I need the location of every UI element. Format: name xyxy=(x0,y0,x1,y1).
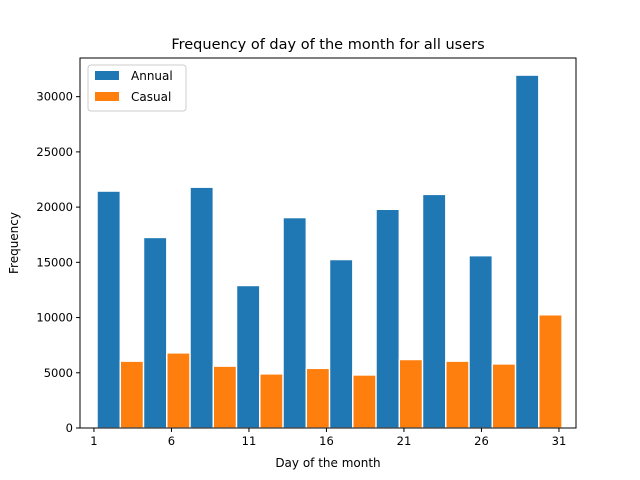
y-tick-label: 25000 xyxy=(36,145,73,159)
x-tick-label: 11 xyxy=(242,434,257,448)
x-tick-label: 1 xyxy=(90,434,97,448)
y-tick-label: 5000 xyxy=(44,366,73,380)
x-axis-ticks: 1 6 11 16 21 26 31 xyxy=(90,428,566,448)
x-tick-label: 6 xyxy=(168,434,175,448)
bar-casual-9 xyxy=(491,363,517,429)
bar-casual-7 xyxy=(398,358,424,429)
bar-casual-2 xyxy=(166,352,191,429)
x-axis-label: Day of the month xyxy=(275,456,380,470)
y-tick-label: 20000 xyxy=(36,200,73,214)
y-tick-label: 30000 xyxy=(36,90,73,104)
y-axis-label: Frequency xyxy=(7,212,21,274)
bar-annual-4 xyxy=(235,284,261,429)
chart-title: Frequency of day of the month for all us… xyxy=(171,37,484,53)
y-axis-ticks: 0 5000 10000 15000 20000 25000 30000 xyxy=(36,90,80,435)
x-tick-label: 16 xyxy=(319,434,334,448)
y-tick-label: 0 xyxy=(66,421,73,435)
legend-label-casual: Casual xyxy=(131,90,171,104)
bar-annual-8 xyxy=(421,193,447,429)
bar-annual-6 xyxy=(328,258,354,429)
x-tick-label: 31 xyxy=(552,434,567,448)
bar-casual-5 xyxy=(305,367,331,429)
bar-casual-8 xyxy=(445,360,470,429)
bar-annual-10 xyxy=(514,74,540,429)
y-tick-label: 15000 xyxy=(36,255,73,269)
bar-annual-2 xyxy=(142,236,168,429)
bar-casual-4 xyxy=(259,373,284,429)
legend-label-annual: Annual xyxy=(131,69,173,83)
legend-swatch-annual xyxy=(95,71,119,80)
bars-layer xyxy=(96,74,563,429)
bar-casual-6 xyxy=(352,374,377,429)
bar-annual-3 xyxy=(189,186,215,429)
x-tick-label: 26 xyxy=(474,434,489,448)
bar-casual-10 xyxy=(538,314,563,429)
x-tick-label: 21 xyxy=(397,434,412,448)
bar-annual-7 xyxy=(375,208,400,429)
bar-casual-3 xyxy=(212,365,238,429)
bar-annual-5 xyxy=(282,216,307,429)
y-tick-label: 10000 xyxy=(36,311,73,325)
bar-annual-1 xyxy=(96,190,122,429)
bar-annual-9 xyxy=(468,255,493,429)
bar-casual-1 xyxy=(119,360,145,429)
plot-frame xyxy=(79,57,577,429)
legend-swatch-casual xyxy=(95,92,119,101)
legend: Annual Casual xyxy=(87,64,187,112)
